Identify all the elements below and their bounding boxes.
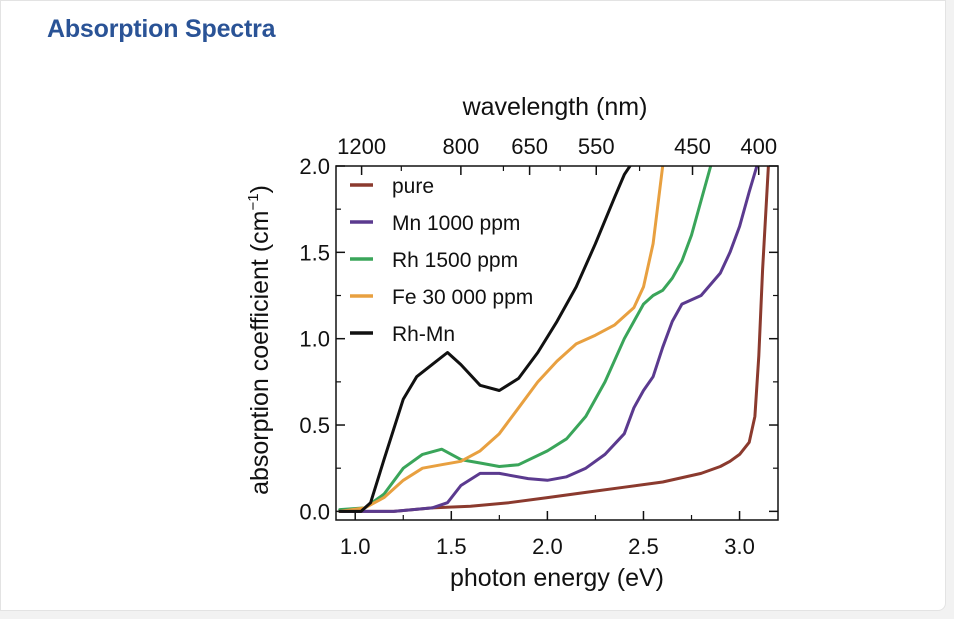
plot-frame [335,165,779,521]
top-tick-label: 400 [740,134,777,159]
top-tick-label: 450 [674,134,711,159]
legend-label: Rh-Mn [392,323,455,346]
legend-label: Rh 1500 ppm [392,249,518,272]
legend-label: Mn 1000 ppm [392,212,520,235]
legend-label: Fe 30 000 ppm [392,286,533,309]
top-tick-label: 550 [578,134,615,159]
y-axis-label-main: absorption coefficient (cm [246,211,274,495]
x-tick-label: 1.0 [340,534,371,559]
top-axis-label: wavelength (nm) [462,93,648,121]
series-line-1 [338,166,759,513]
top-tick-label: 650 [511,134,548,159]
legend: pure Mn 1000 ppm Rh 1500 ppm Fe 30 000 ppm R… [350,175,533,346]
y-tick-label: 2.0 [299,154,330,179]
card-title: Absorption Spectra [47,15,276,43]
top-tick-label: 800 [443,134,480,159]
series-line-2 [338,166,713,512]
chart-card: Absorption Spectra [0,0,946,611]
ticks-layer: 1.0 1.5 2.0 2.5 3.0 0.0 0.5 1.0 1.5 2.0 1200 800 650… [299,134,778,559]
x-tick-label: 2.5 [628,534,659,559]
y-tick-label: 0.0 [299,499,330,524]
x-tick-label: 1.5 [436,534,467,559]
y-axis-label-close: ) [246,185,274,193]
x-axis-label: photon energy (eV) [450,564,664,592]
legend-label: pure [392,175,434,198]
y-tick-label: 0.5 [299,413,330,438]
x-tick-label: 3.0 [724,534,755,559]
series-line-3 [338,166,665,513]
series-layer [338,166,770,513]
y-tick-label: 1.0 [299,327,330,352]
y-axis-label-sup: −1 [245,193,262,210]
series-line-4 [338,166,632,513]
y-tick-label: 1.5 [299,240,330,265]
y-axis-label: absorption coefficient (cm−1) [245,185,274,495]
x-tick-label: 2.0 [532,534,563,559]
top-tick-label: 1200 [337,134,386,159]
